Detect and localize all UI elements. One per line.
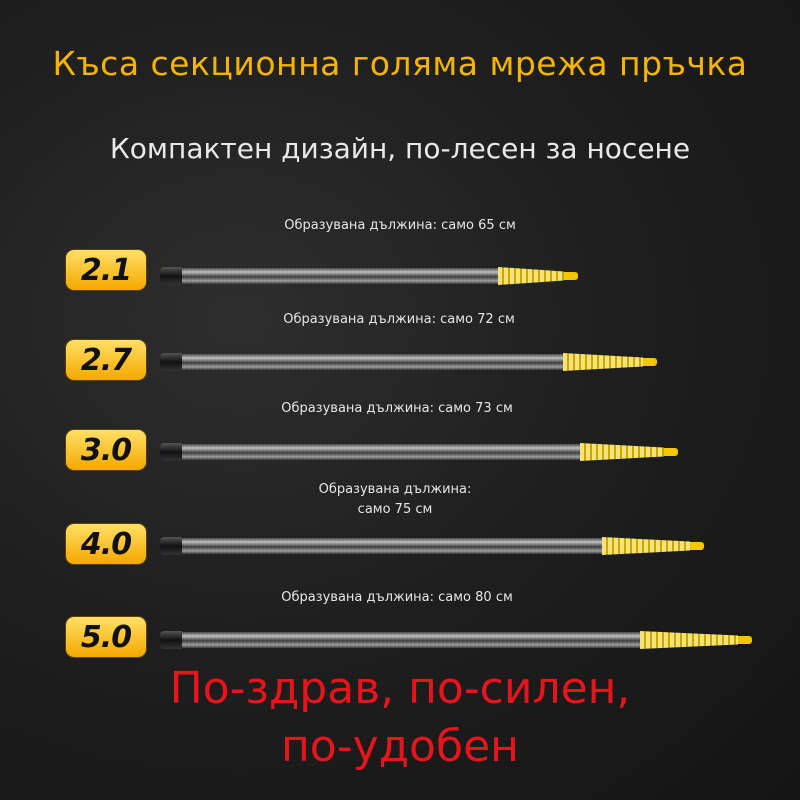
size-badge: 2.7 — [66, 340, 146, 380]
rod-length-label: Образувана дължина: само 75 см — [318, 482, 472, 517]
size-badge: 2.1 — [66, 250, 146, 290]
size-badge: 5.0 — [66, 617, 146, 657]
rod-length-label: Образувана дължина: само 65 см — [284, 218, 516, 233]
rod-image — [160, 443, 680, 461]
size-badge: 4.0 — [66, 524, 146, 564]
subtitle: Компактен дизайн, по-лесен за носене — [109, 132, 691, 165]
rod-length-label: Образувана дължина: само 80 см — [281, 590, 513, 605]
rod-image — [160, 631, 755, 649]
rod-image — [160, 267, 580, 285]
slogan: По-здрав, по-силен, по-удобен — [0, 660, 800, 776]
rod-image — [160, 353, 660, 371]
page-title: Къса секционна голяма мрежа пръчка — [52, 44, 748, 83]
rod-length-label: Образувана дължина: само 73 см — [281, 401, 513, 416]
slogan-line-2: по-удобен — [281, 721, 519, 772]
size-badge: 3.0 — [66, 430, 146, 470]
rod-length-label: Образувана дължина: само 72 см — [283, 312, 515, 327]
rod-image — [160, 537, 706, 555]
slogan-line-1: По-здрав, по-силен, — [169, 663, 631, 714]
